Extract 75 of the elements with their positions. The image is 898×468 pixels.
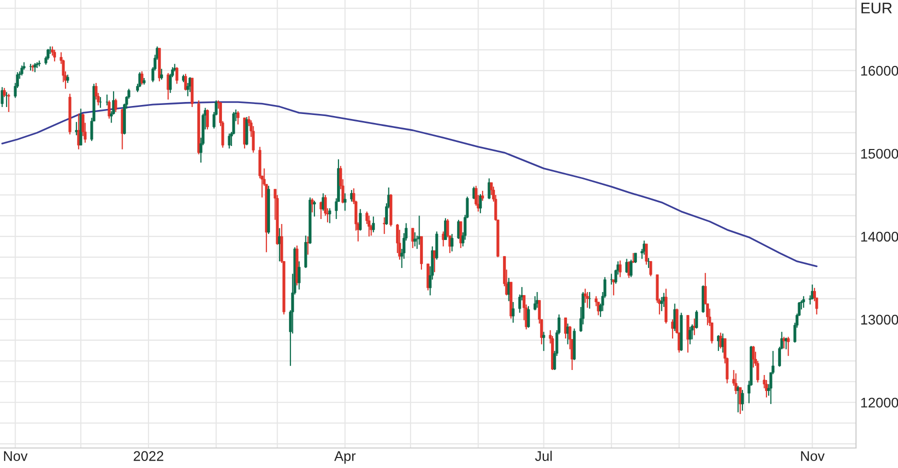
candlestick — [322, 192, 325, 212]
candlestick — [53, 49, 56, 62]
y-tick-label: 15000 — [861, 148, 898, 159]
candlestick — [542, 331, 546, 352]
candlestick — [741, 389, 744, 412]
candlestick — [566, 323, 570, 345]
candlestick — [660, 296, 664, 312]
candlestick — [612, 279, 616, 296]
candlestick — [634, 252, 637, 264]
candlestick — [719, 332, 722, 349]
candlestick — [564, 317, 567, 340]
y-tick-label: 12000 — [861, 398, 898, 408]
candlestick — [108, 100, 111, 120]
line-series — [1, 101, 818, 268]
candlestick — [358, 208, 362, 232]
candlestick — [166, 72, 170, 100]
candlestick — [310, 198, 314, 213]
candlestick — [765, 379, 768, 398]
candlestick — [184, 73, 188, 91]
candlestick — [0, 86, 4, 108]
candlestick — [734, 372, 738, 395]
candlestick — [46, 48, 50, 60]
y-tick-label: 14000 — [861, 232, 898, 242]
candlestick — [802, 296, 806, 308]
y-tick-label: 13000 — [861, 314, 898, 325]
candlestick — [114, 98, 118, 113]
candlestick — [418, 215, 421, 246]
candlestick — [488, 178, 491, 200]
candlestick — [413, 232, 416, 247]
y-tick-label: 16000 — [861, 66, 898, 76]
candlestick — [77, 113, 80, 150]
candlestick — [206, 108, 209, 130]
candlestick — [368, 215, 370, 237]
candlestick — [298, 260, 301, 290]
candlestick — [527, 306, 530, 328]
candlestick — [450, 233, 454, 252]
candlestick — [673, 303, 676, 332]
candlestick — [99, 96, 102, 108]
candlestick — [784, 337, 788, 350]
x-tick-label: Apr — [334, 451, 356, 464]
candlestick — [7, 93, 10, 113]
candlestick — [536, 291, 539, 308]
candlestick — [738, 386, 742, 415]
candlestick — [140, 70, 144, 86]
candlestick — [688, 326, 692, 345]
candlestick — [175, 66, 178, 84]
candlestick — [512, 301, 515, 324]
candlestick — [618, 260, 622, 278]
candlestick — [642, 240, 646, 256]
candlestick — [34, 62, 36, 73]
candlestick — [411, 228, 414, 249]
candlestick — [459, 220, 462, 249]
candlestick — [306, 236, 310, 256]
candlestick — [625, 258, 628, 274]
candlestick — [382, 216, 386, 235]
candlestick — [786, 336, 790, 356]
candlestick — [752, 345, 755, 368]
candlestick — [228, 133, 231, 150]
candlestick — [160, 68, 164, 80]
x-tick-label: 2022 — [134, 451, 164, 461]
candlestick — [695, 310, 698, 330]
candlestick — [313, 200, 316, 218]
candlestick — [586, 291, 589, 308]
candlestick — [20, 64, 24, 76]
candlestick — [534, 296, 536, 311]
x-tick-label: Nov — [801, 451, 825, 461]
x-tick-label: Jul — [535, 450, 552, 461]
candlestick — [236, 110, 240, 125]
candlestick — [630, 259, 632, 278]
candlestick — [372, 216, 375, 233]
y-axis-title: EUR — [862, 2, 892, 14]
x-tick-label: Nov — [4, 451, 28, 461]
candlestick — [481, 190, 484, 202]
candlestick — [138, 72, 142, 88]
candlestick — [344, 192, 346, 212]
